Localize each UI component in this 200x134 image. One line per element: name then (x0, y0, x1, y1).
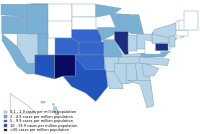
Polygon shape (110, 13, 130, 32)
Polygon shape (137, 34, 152, 49)
Polygon shape (118, 15, 144, 34)
Polygon shape (121, 53, 147, 57)
Polygon shape (106, 72, 123, 89)
Polygon shape (176, 21, 183, 30)
Polygon shape (72, 17, 96, 30)
Polygon shape (79, 42, 104, 55)
Polygon shape (175, 34, 182, 38)
Polygon shape (41, 101, 45, 103)
Polygon shape (97, 27, 120, 40)
Polygon shape (75, 55, 105, 69)
Polygon shape (152, 21, 182, 40)
Polygon shape (179, 20, 186, 30)
Polygon shape (38, 34, 48, 55)
Polygon shape (182, 34, 184, 37)
Polygon shape (139, 57, 169, 66)
Polygon shape (96, 4, 121, 17)
Polygon shape (156, 44, 171, 51)
Polygon shape (10, 94, 36, 113)
Polygon shape (152, 33, 172, 44)
Polygon shape (103, 40, 124, 57)
Polygon shape (145, 40, 162, 54)
Polygon shape (126, 63, 137, 84)
Polygon shape (2, 34, 37, 74)
Polygon shape (2, 16, 29, 34)
Polygon shape (128, 35, 137, 51)
Polygon shape (1, 4, 27, 17)
Polygon shape (48, 21, 72, 38)
Polygon shape (53, 104, 54, 105)
Polygon shape (142, 63, 159, 76)
Polygon shape (168, 43, 171, 49)
Polygon shape (72, 30, 102, 42)
Polygon shape (63, 57, 108, 101)
Polygon shape (17, 34, 38, 63)
Polygon shape (119, 57, 148, 63)
Polygon shape (35, 55, 55, 79)
Polygon shape (115, 32, 128, 55)
Polygon shape (135, 63, 150, 83)
Polygon shape (54, 107, 59, 115)
Polygon shape (55, 38, 79, 55)
Polygon shape (72, 4, 96, 17)
Polygon shape (141, 51, 170, 57)
Polygon shape (184, 11, 198, 30)
Polygon shape (31, 4, 72, 23)
Legend: 0.1 - 1.9 cases per million population, 2 - 4.9 cases per million population, 5 : 0.1 - 1.9 cases per million population, … (4, 110, 77, 132)
Polygon shape (128, 80, 154, 108)
Polygon shape (176, 30, 188, 36)
Polygon shape (169, 36, 175, 47)
Polygon shape (55, 55, 75, 79)
Polygon shape (104, 57, 120, 72)
Polygon shape (27, 4, 48, 34)
Polygon shape (114, 63, 126, 84)
